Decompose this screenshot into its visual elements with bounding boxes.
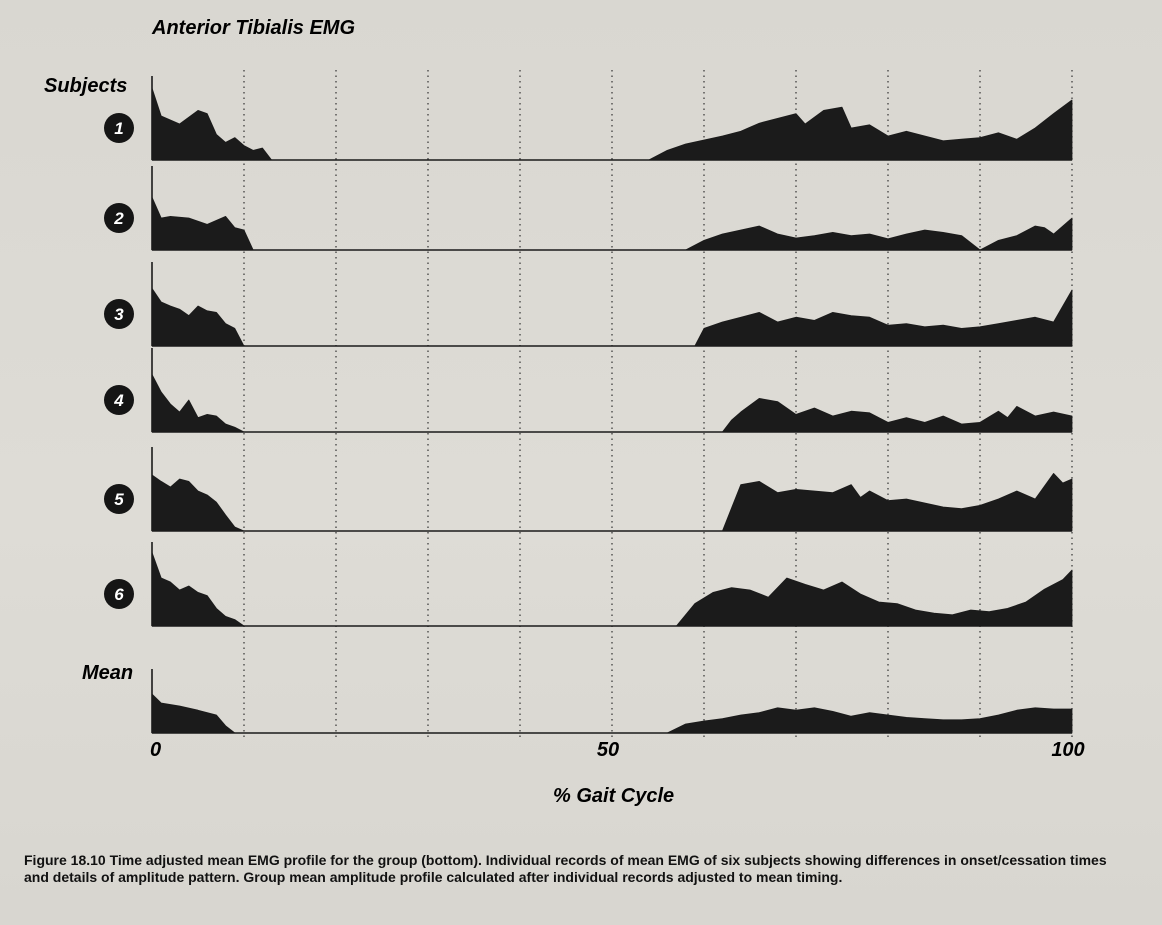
baselines (151, 76, 1072, 734)
subject-badge-5 (104, 484, 134, 514)
emg-areas (151, 87, 1073, 734)
subject-number-2: 2 (113, 209, 124, 228)
emg-area-subject-3 (151, 288, 1073, 347)
emg-area-subject-1 (151, 87, 1073, 161)
emg-area-subject-5 (151, 473, 1073, 532)
subject-number-4: 4 (113, 391, 124, 410)
x-tick-100: 100 (1051, 739, 1084, 761)
figure-caption: Figure 18.10 Time adjusted mean EMG prof… (24, 852, 1107, 885)
chart-title: Anterior Tibialis EMG (151, 17, 355, 39)
subject-badge-1 (104, 113, 134, 143)
subject-badge-3 (104, 299, 134, 329)
rows-header: Subjects (44, 75, 127, 97)
x-tick-50: 50 (597, 739, 619, 761)
x-axis-label: % Gait Cycle (553, 785, 674, 807)
series-label-mean: Mean (82, 662, 133, 684)
subject-number-5: 5 (114, 490, 124, 509)
subject-number-3: 3 (114, 305, 124, 324)
x-ticks: 0 50 100 (150, 739, 1085, 761)
emg-area-subject-6 (151, 552, 1073, 627)
subject-badge-4 (104, 385, 134, 415)
emg-area-subject-2 (151, 196, 1073, 251)
subject-badge-6 (104, 579, 134, 609)
x-tick-0: 0 (150, 739, 161, 761)
emg-area-mean (151, 693, 1073, 734)
subject-badge-2 (104, 203, 134, 233)
subject-number-1: 1 (114, 119, 123, 138)
subject-badges: 1 2 3 4 5 6 Mean (82, 113, 134, 684)
subject-number-6: 6 (114, 585, 124, 604)
emg-area-subject-4 (151, 374, 1073, 433)
gridlines (243, 70, 1073, 738)
